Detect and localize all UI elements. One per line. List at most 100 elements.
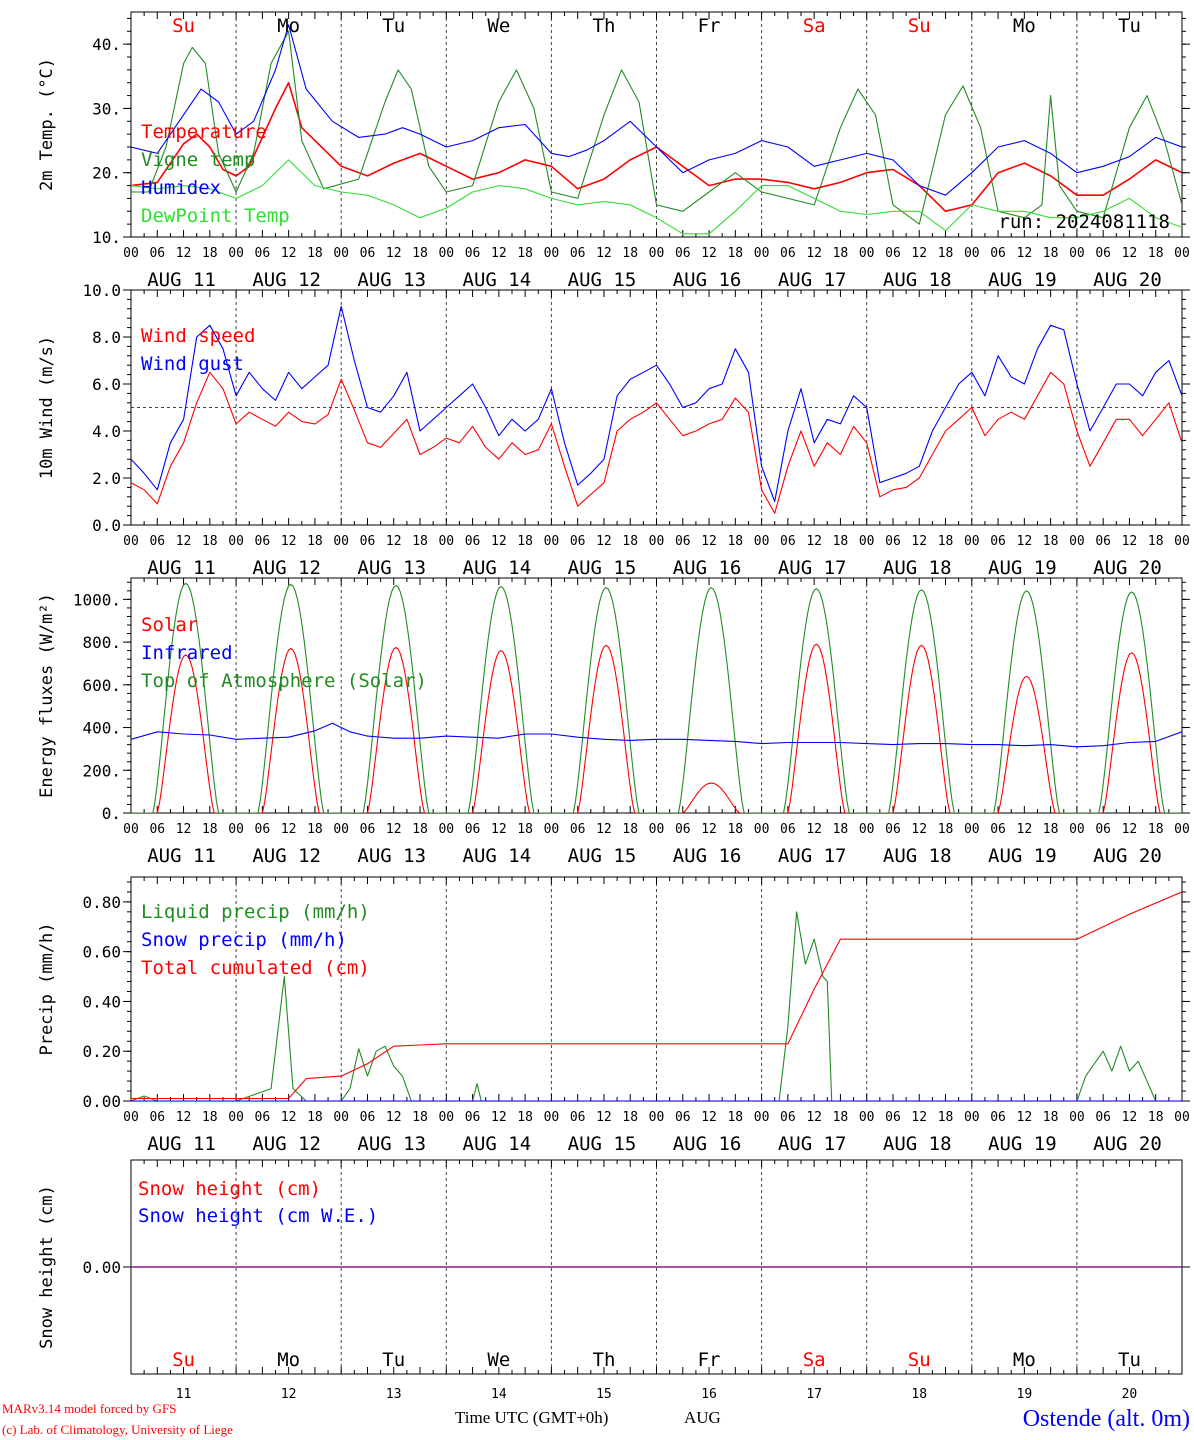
series-group xyxy=(131,582,1182,813)
y-tick-label: 1000. xyxy=(73,590,121,609)
x-hour-label: 06 xyxy=(1095,1110,1111,1125)
bottom-day-label: Tu xyxy=(1118,1349,1141,1371)
x-hour-label: 06 xyxy=(149,1110,165,1125)
x-hour-label: 12 xyxy=(281,534,297,549)
legend-entry: Infrared xyxy=(141,642,233,664)
x-hour-label: 00 xyxy=(438,1110,454,1125)
bottom-day-label: We xyxy=(487,1349,510,1371)
y-tick-label: 40. xyxy=(92,35,121,54)
x-hour-label: 12 xyxy=(1017,534,1033,549)
y-axis-label: Snow height (cm) xyxy=(37,1185,57,1349)
x-hour-label: 00 xyxy=(964,822,980,837)
x-hour-label: 06 xyxy=(885,246,901,261)
x-hour-label: 18 xyxy=(833,1110,849,1125)
x-hour-label: 12 xyxy=(806,1110,822,1125)
x-hour-label: 12 xyxy=(806,246,822,261)
legend-entry: Temperature xyxy=(141,121,267,143)
top-day-label: Tu xyxy=(382,15,405,37)
x-hour-label: 18 xyxy=(202,822,218,837)
x-hour-label: 18 xyxy=(412,534,428,549)
x-hour-label: 12 xyxy=(701,1110,717,1125)
legend-entry: Solar xyxy=(141,614,198,636)
x-hour-label: 00 xyxy=(1174,246,1190,261)
x-hour-label: 18 xyxy=(202,1110,218,1125)
x-hour-label: 12 xyxy=(176,1110,192,1125)
top-day-label: Mo xyxy=(277,15,300,37)
legend-entry: Top of Atmosphere (Solar) xyxy=(141,670,427,692)
x-hour-label: 06 xyxy=(570,246,586,261)
x-hour-label: 06 xyxy=(780,246,796,261)
y-axis-label: 10m Wind (m/s) xyxy=(37,336,57,479)
bottom-day-number: 14 xyxy=(491,1387,507,1402)
footer-model-credit: MARv3.14 model forced by GFS xyxy=(2,1401,176,1416)
x-hour-label: 00 xyxy=(649,534,665,549)
x-hour-label: 00 xyxy=(964,246,980,261)
x-hour-label: 12 xyxy=(386,1110,402,1125)
x-hour-label: 06 xyxy=(1095,822,1111,837)
y-tick-label: 10.0 xyxy=(82,281,121,300)
legend-entry: Wind gust xyxy=(141,353,244,375)
x-hour-label: 06 xyxy=(570,822,586,837)
x-hour-label: 18 xyxy=(307,1110,323,1125)
x-hour-label: 12 xyxy=(386,246,402,261)
x-hour-label: 18 xyxy=(517,822,533,837)
x-hour-label: 06 xyxy=(990,246,1006,261)
x-hour-label: 18 xyxy=(307,246,323,261)
x-axis-label: Time UTC (GMT+0h) xyxy=(455,1408,608,1427)
y-tick-label: 4.0 xyxy=(92,422,121,441)
x-hour-label: 06 xyxy=(885,822,901,837)
x-hour-label: 12 xyxy=(281,1110,297,1125)
x-hour-label: 00 xyxy=(859,822,875,837)
x-date-label: AUG 11 xyxy=(147,1133,216,1155)
y-tick-label: 200. xyxy=(82,761,121,780)
legend-entry: Liquid precip (mm/h) xyxy=(141,901,370,923)
x-hour-label: 06 xyxy=(465,534,481,549)
x-hour-label: 00 xyxy=(754,534,770,549)
x-hour-label: 18 xyxy=(727,1110,743,1125)
x-hour-label: 00 xyxy=(649,246,665,261)
x-date-label: AUG 17 xyxy=(778,269,847,291)
x-hour-label: 18 xyxy=(1043,246,1059,261)
y-tick-label: 8.0 xyxy=(92,328,121,347)
panel-5: 0.00 Snow height (cm) Snow height (cm) Snow… xyxy=(37,1159,1190,1375)
x-hour-label: 00 xyxy=(964,534,980,549)
x-date-label: AUG 14 xyxy=(463,845,532,867)
series-line xyxy=(131,305,1182,503)
x-hour-label: 06 xyxy=(675,246,691,261)
x-date-label: AUG 12 xyxy=(252,845,321,867)
x-hour-label: 00 xyxy=(123,822,139,837)
x-date-label: AUG 18 xyxy=(883,269,952,291)
x-hour-label: 12 xyxy=(701,822,717,837)
y-tick-label: 6.0 xyxy=(92,375,121,394)
x-date-label: AUG 19 xyxy=(988,269,1057,291)
top-day-label: Fr xyxy=(698,15,721,37)
top-day-label: Su xyxy=(172,15,195,37)
x-date-label: AUG 18 xyxy=(883,557,952,579)
panel-2: 0.0 2.0 4.0 6.0 8.0 10.0 10m Wind (m/s) Wind sp… xyxy=(37,281,1190,579)
x-hour-label: 12 xyxy=(491,534,507,549)
x-hour-label: 06 xyxy=(255,1110,271,1125)
x-date-label: AUG 16 xyxy=(673,557,742,579)
x-hour-label: 18 xyxy=(1148,246,1164,261)
legend-entry: Snow height (cm W.E.) xyxy=(138,1205,378,1227)
x-date-label: AUG 14 xyxy=(463,269,532,291)
x-hour-label: 12 xyxy=(911,534,927,549)
x-hour-label: 00 xyxy=(544,246,560,261)
y-tick-label: 30. xyxy=(92,99,121,118)
x-hour-label: 12 xyxy=(701,534,717,549)
x-hour-label: 00 xyxy=(333,246,349,261)
x-hour-label: 06 xyxy=(360,534,376,549)
bottom-day-label: Mo xyxy=(277,1349,300,1371)
x-hour-label: 00 xyxy=(754,822,770,837)
x-hour-label: 18 xyxy=(1043,822,1059,837)
x-hour-label: 12 xyxy=(911,1110,927,1125)
x-hour-label: 00 xyxy=(1174,534,1190,549)
x-date-label: AUG 15 xyxy=(568,1133,637,1155)
x-date-label: AUG 20 xyxy=(1093,269,1162,291)
x-hour-label: 12 xyxy=(176,822,192,837)
x-hour-label: 00 xyxy=(123,246,139,261)
x-date-label: AUG 14 xyxy=(463,1133,532,1155)
x-hour-label: 12 xyxy=(911,246,927,261)
x-hour-label: 06 xyxy=(149,246,165,261)
x-hour-label: 18 xyxy=(1148,534,1164,549)
